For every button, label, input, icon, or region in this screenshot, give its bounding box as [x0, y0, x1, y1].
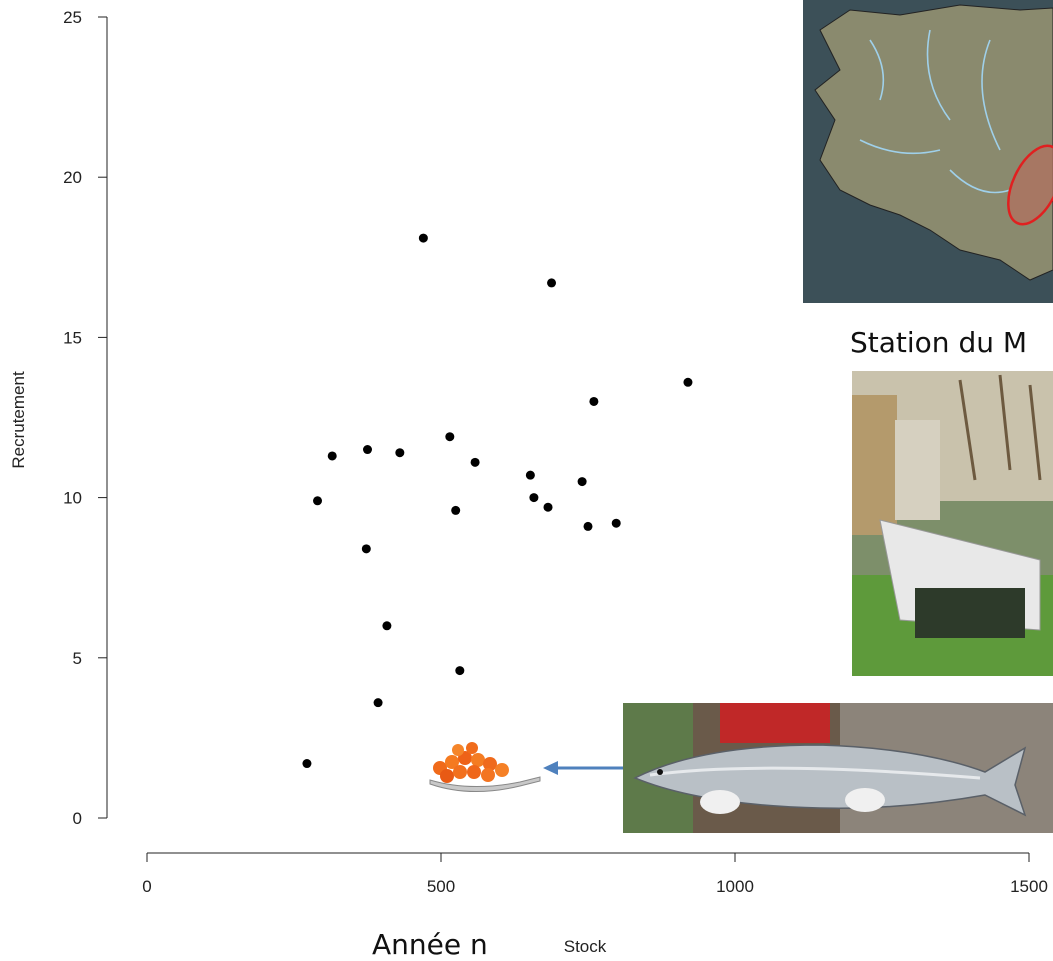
salmon-photo [623, 703, 1053, 833]
station-label: Station du M [850, 326, 1027, 359]
data-point [327, 451, 337, 461]
data-point [302, 759, 312, 769]
y-tick-label: 15 [63, 328, 82, 347]
data-point [525, 470, 535, 480]
data-point [583, 521, 593, 531]
data-point [382, 621, 392, 631]
y-tick-label: 25 [63, 8, 82, 27]
y-tick-label: 5 [73, 649, 82, 668]
x-tick-label: 0 [142, 877, 151, 896]
x-tick-label: 500 [427, 877, 455, 896]
year-label: Année n [372, 928, 488, 961]
data-point [577, 477, 587, 487]
data-point [363, 445, 372, 455]
data-point [547, 278, 557, 288]
data-point [361, 544, 371, 554]
data-point [589, 396, 599, 406]
y-axis-title: Recrutement [9, 371, 28, 469]
data-point [543, 502, 553, 512]
map-image [803, 0, 1053, 303]
station-photo [852, 371, 1053, 676]
data-point [445, 432, 455, 442]
x-tick-label: 1000 [716, 877, 754, 896]
data-point [373, 698, 383, 708]
data-point [451, 505, 461, 515]
data-point [395, 448, 405, 458]
y-tick-label: 0 [73, 809, 82, 828]
y-axis: 0 5 10 15 20 25 [63, 8, 108, 828]
salmon-eggs-spoon-icon [429, 742, 541, 792]
arrow-icon [543, 761, 623, 775]
y-tick-label: 10 [63, 489, 82, 508]
data-point [313, 496, 323, 506]
data-point [611, 518, 621, 528]
data-point [529, 493, 539, 503]
y-tick-label: 20 [63, 168, 82, 187]
data-point [418, 233, 428, 243]
x-axis-title: Stock [564, 937, 607, 956]
x-axis: 0 500 1000 1500 [142, 852, 1048, 896]
data-points [302, 233, 693, 769]
data-point [455, 666, 465, 676]
x-tick-label: 1500 [1010, 877, 1048, 896]
data-point [683, 377, 693, 387]
data-point [470, 457, 480, 467]
